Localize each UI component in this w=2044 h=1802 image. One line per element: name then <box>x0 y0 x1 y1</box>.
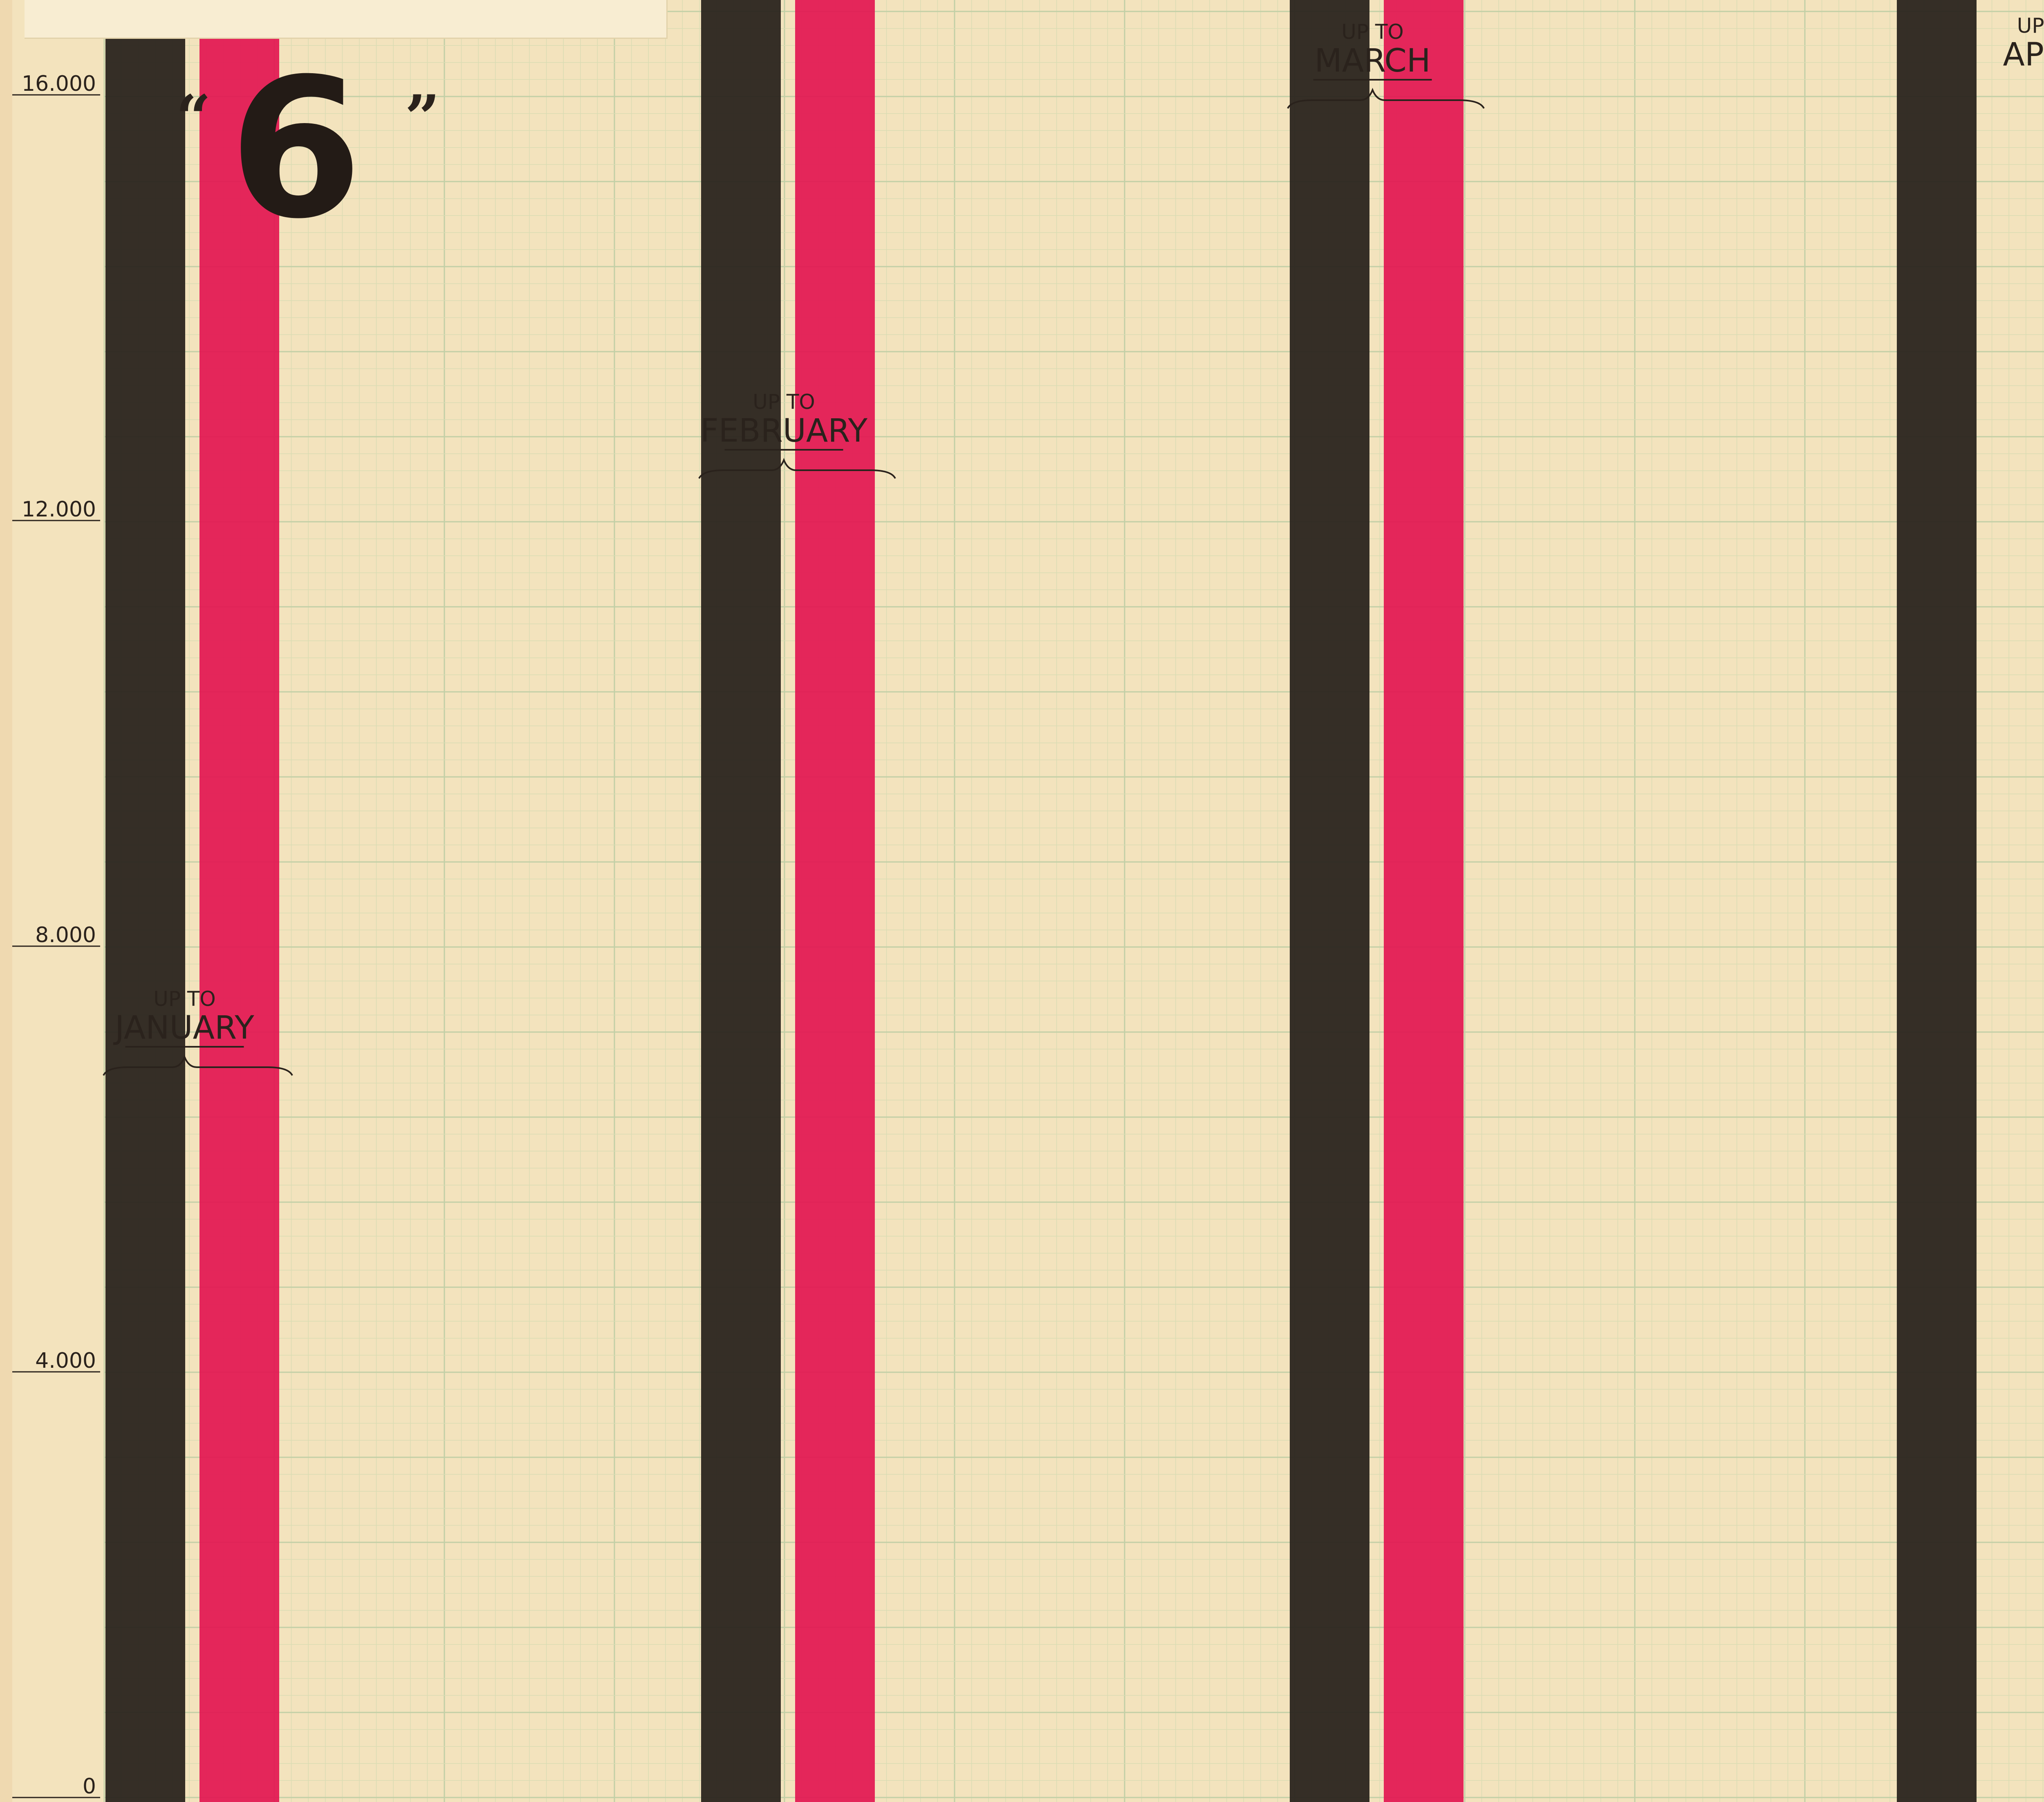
category-label: JANUARY <box>113 1010 254 1046</box>
category-label: FEBRUARY <box>700 413 868 449</box>
title-open-quote: “ <box>176 82 211 154</box>
y-tick-label: 8.000 <box>35 923 96 947</box>
paper-tab <box>25 0 668 39</box>
paper-edge <box>0 0 12 1802</box>
category-brace <box>1287 88 1485 109</box>
category-prefix: UP TO <box>753 390 815 414</box>
grid <box>103 0 2044 1802</box>
category-prefix: UP TO <box>2017 14 2044 38</box>
bar-promised <box>1290 0 1369 1802</box>
bar-promised <box>105 0 185 1802</box>
category-brace <box>698 458 896 479</box>
title-close-quote: ” <box>405 82 440 154</box>
bar-promised <box>701 0 781 1802</box>
category-label: MARCH <box>1314 43 1430 79</box>
chart-title-number: 6 <box>229 37 363 261</box>
bar-available <box>199 0 279 1802</box>
category-prefix: UP TO <box>1341 20 1404 44</box>
category-brace <box>103 1055 293 1076</box>
y-tick-label: 16.000 <box>22 72 96 96</box>
y-tick-label: 12.000 <box>22 497 96 522</box>
bar-available <box>1384 0 1464 1802</box>
y-tick-label: 0 <box>83 1774 96 1799</box>
y-tick-label: 4.000 <box>35 1349 96 1373</box>
bar-promised <box>1897 0 1977 1802</box>
bar-available <box>795 0 875 1802</box>
category-prefix: UP TO <box>153 987 216 1011</box>
category-label: APRIL <box>2003 36 2044 73</box>
